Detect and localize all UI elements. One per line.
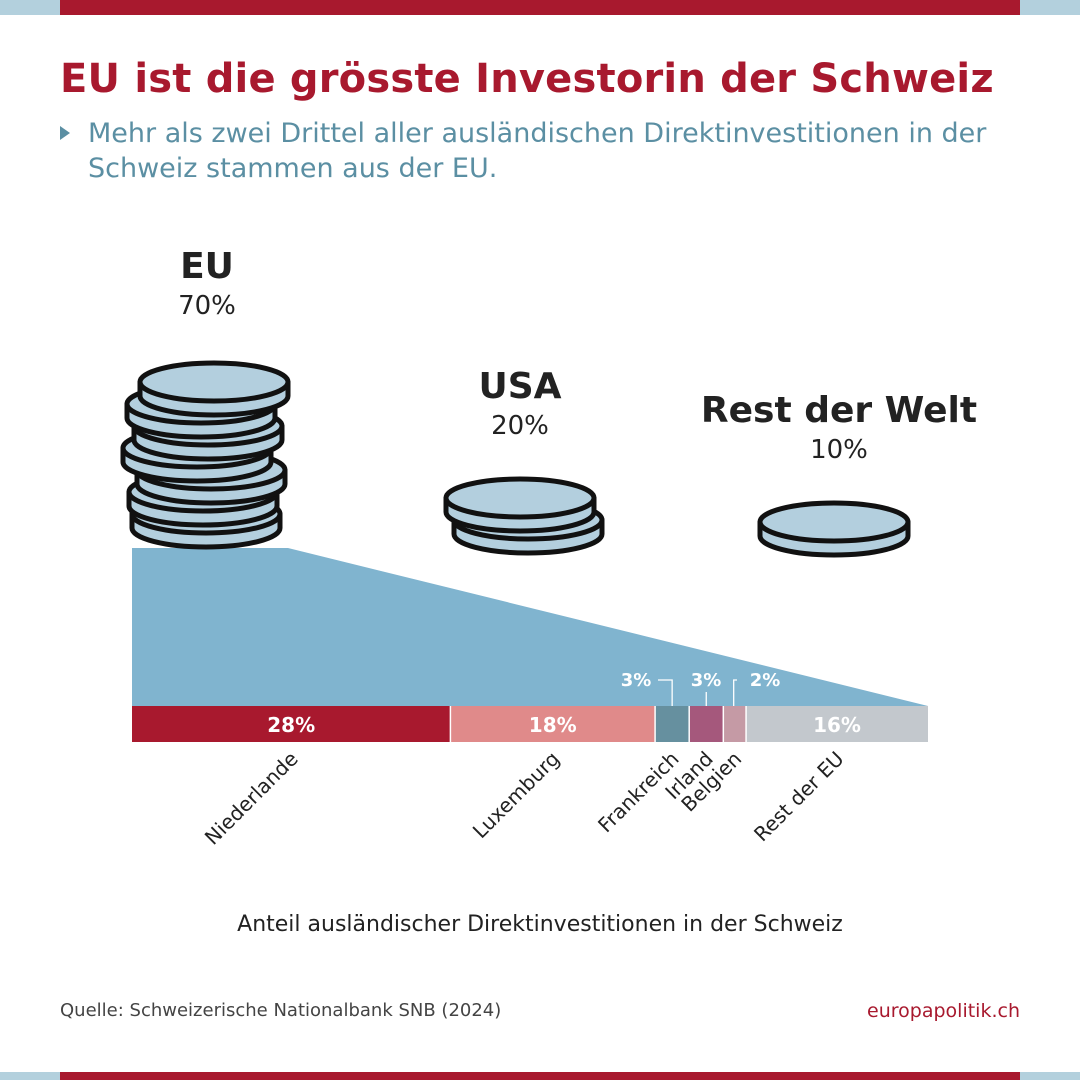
coin-rest-der-welt: [757, 500, 911, 558]
coin-eu: [137, 360, 291, 418]
small-value-callouts: 3% 3% 2%: [621, 670, 781, 706]
value-label-luxemburg: 18%: [529, 713, 577, 737]
coin-face: [137, 360, 291, 404]
bottom-band-middle: [60, 1072, 1020, 1080]
brand-link[interactable]: europapolitik.ch: [867, 1000, 1020, 1022]
country-label-luxemburg: Luxemburg: [468, 747, 564, 843]
bar-segment-belgien: [723, 706, 747, 742]
bottom-band: [0, 1072, 1080, 1080]
group-value-usa: 20%: [491, 411, 549, 441]
coin-face: [757, 500, 911, 544]
callout-leader-belgien: [733, 679, 737, 706]
top-band-left: [0, 0, 60, 15]
bar-segment-rest-der-eu: [746, 706, 928, 742]
bottom-band-left: [0, 1072, 60, 1080]
wedge-layer: [132, 548, 928, 706]
bullet-triangle-icon: [60, 126, 70, 140]
group-labels: EU 70% USA 20% Rest der Welt 10%: [178, 246, 977, 465]
group-name-eu: EU: [180, 246, 234, 287]
top-band-right: [1020, 0, 1080, 15]
top-band: [0, 0, 1080, 15]
x-axis-caption: Anteil ausländischer Direktinvestitionen…: [237, 912, 843, 937]
country-label-rest-der-eu: Rest der EU: [749, 747, 849, 847]
group-name-rest-der-welt: Rest der Welt: [701, 390, 977, 431]
coin-face: [443, 476, 597, 520]
country-label-niederlande: Niederlande: [200, 747, 303, 850]
value-label-frankreich: 3%: [621, 670, 652, 691]
group-name-usa: USA: [478, 366, 561, 407]
bar-segment-niederlande: [132, 706, 451, 742]
callout-leader-frankreich: [658, 679, 673, 706]
bottom-band-right: [1020, 1072, 1080, 1080]
eu-breakdown-bar: 28% 18% 16%: [132, 706, 928, 742]
group-value-eu: 70%: [178, 291, 236, 321]
top-band-middle: [60, 0, 1020, 15]
coin-usa: [443, 476, 597, 534]
value-label-rest-der-eu: 16%: [813, 713, 861, 737]
page-title: EU ist die grösste Investorin der Schwei…: [60, 56, 994, 102]
value-label-irland: 3%: [691, 670, 722, 691]
source-note: Quelle: Schweizerische Nationalbank SNB …: [60, 1000, 502, 1021]
subtitle: Mehr als zwei Drittel aller ausländische…: [60, 116, 1040, 186]
bar-segment-frankreich: [655, 706, 690, 742]
bar-segment-luxemburg: [450, 706, 656, 742]
value-label-belgien: 2%: [750, 670, 781, 691]
value-label-niederlande: 28%: [267, 713, 315, 737]
group-value-rest-der-welt: 10%: [810, 435, 868, 465]
subtitle-text: Mehr als zwei Drittel aller ausländische…: [88, 118, 987, 184]
eu-wedge: [132, 548, 928, 706]
country-labels: Niederlande Luxemburg FrankreichIrlandBelg…: [200, 747, 849, 850]
bar-segment-irland: [689, 706, 724, 742]
coin-stacks: [120, 360, 911, 558]
